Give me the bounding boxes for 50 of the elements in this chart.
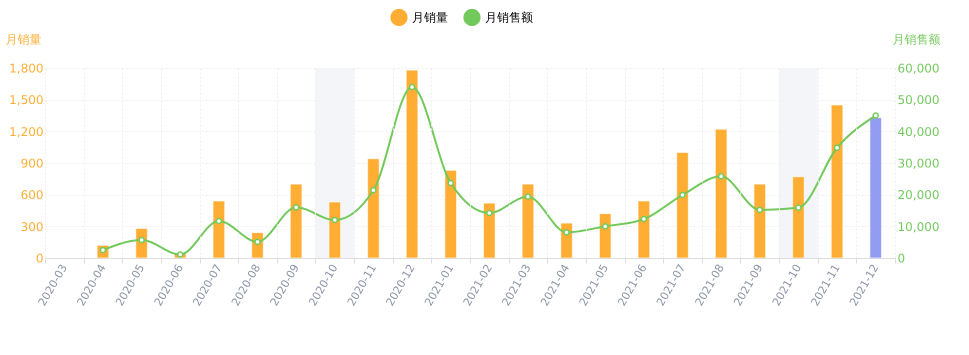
point [872,112,879,119]
y2-tick-label: 40,000 [898,124,940,139]
y2-tick-label: 10,000 [898,220,940,234]
point [640,216,648,222]
y-tick-label: 900 [20,156,44,170]
bar [444,170,457,258]
legend-label: 月销售额 [485,10,533,24]
bar [367,158,380,258]
bar [522,184,534,258]
y2-tick-label: 50,000 [898,93,940,108]
bar [483,202,496,258]
legend-label: 月销量 [412,10,448,24]
bar [290,184,302,258]
bar [406,70,418,258]
y2-axis-title: 月销售额 [892,32,940,46]
y2-tick-label: 0 [898,252,906,266]
y-tick-label: 600 [20,188,44,202]
point [370,186,377,194]
point [718,173,724,180]
bar [714,128,728,258]
point [834,144,840,152]
y-axis-title: 月销量 [6,32,42,46]
point [292,204,300,211]
point [795,204,802,211]
y2-tick-label: 60,000 [898,62,940,76]
point [602,223,608,230]
bar [598,213,612,258]
point [408,84,416,90]
bar [753,184,766,258]
y-tick-label: 1,500 [9,93,44,108]
point [563,229,570,236]
point [679,192,686,198]
point [138,236,145,244]
bar [638,200,650,258]
bar [212,200,226,258]
point [447,180,454,186]
y-tick-label: 0 [36,252,44,266]
point [756,206,764,214]
point [332,216,338,224]
point [176,251,184,258]
y2-tick-label: 30,000 [898,156,940,170]
y-tick-label: 300 [20,220,44,234]
bar [676,152,689,258]
point [216,218,222,224]
y-tick-label: 1,200 [9,124,44,139]
point [524,193,532,200]
y2-tick-label: 20,000 [898,188,940,202]
bar [830,104,844,258]
point [486,210,493,216]
y-tick-label: 1,800 [9,62,44,76]
